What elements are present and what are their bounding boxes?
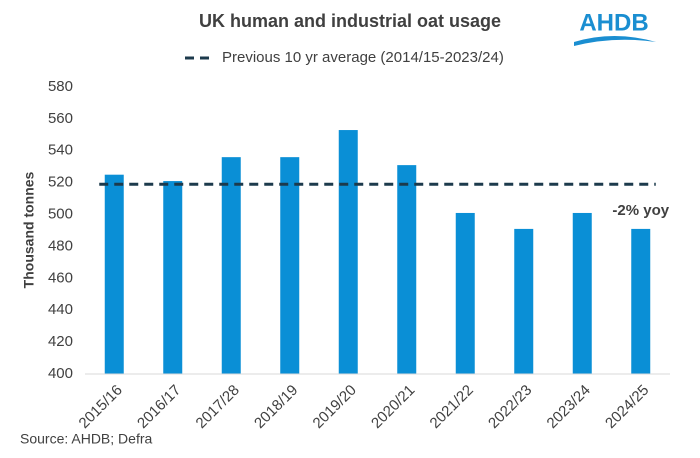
bar — [514, 228, 534, 374]
x-tick-label: 2017/28 — [193, 382, 243, 432]
bar — [221, 157, 241, 374]
bar — [455, 212, 475, 374]
legend-label: Previous 10 yr average (2014/15-2023/24) — [222, 49, 504, 66]
x-tick-label: 2022/23 — [485, 382, 535, 432]
x-tick-label: 2019/20 — [310, 382, 360, 432]
source: Source: AHDB; Defra — [20, 431, 152, 447]
bar — [631, 228, 651, 374]
bar — [104, 174, 124, 374]
x-tick-label: 2016/17 — [134, 382, 184, 432]
x-tick-label: 2023/24 — [544, 382, 594, 432]
x-tick-label: 2018/19 — [251, 382, 301, 432]
bar — [338, 130, 358, 374]
y-tick-label: 580 — [48, 78, 73, 95]
annotation: -2% yoy — [612, 202, 669, 219]
bar — [163, 181, 183, 374]
y-tick-label: 420 — [48, 333, 73, 350]
x-tick-label: 2024/25 — [602, 382, 652, 432]
y-tick-label: 500 — [48, 206, 73, 223]
y-tick-label: 560 — [48, 110, 73, 127]
logo-swoosh — [574, 36, 656, 46]
x-tick-label: 2020/21 — [368, 382, 418, 432]
logo: AHDB — [579, 9, 648, 36]
chart-title: UK human and industrial oat usage — [199, 11, 501, 31]
bar — [280, 157, 300, 374]
x-tick-label: 2021/22 — [427, 382, 477, 432]
y-tick-label: 460 — [48, 269, 73, 286]
y-tick-label: 540 — [48, 142, 73, 159]
y-tick-label: 440 — [48, 301, 73, 318]
y-tick-label: 480 — [48, 237, 73, 254]
bar — [397, 165, 417, 374]
bar — [572, 212, 592, 374]
x-tick-label: 2015/16 — [76, 382, 126, 432]
y-axis-label: Thousand tonnes — [21, 171, 37, 288]
y-tick-label: 520 — [48, 174, 73, 191]
y-tick-label: 400 — [48, 365, 73, 382]
